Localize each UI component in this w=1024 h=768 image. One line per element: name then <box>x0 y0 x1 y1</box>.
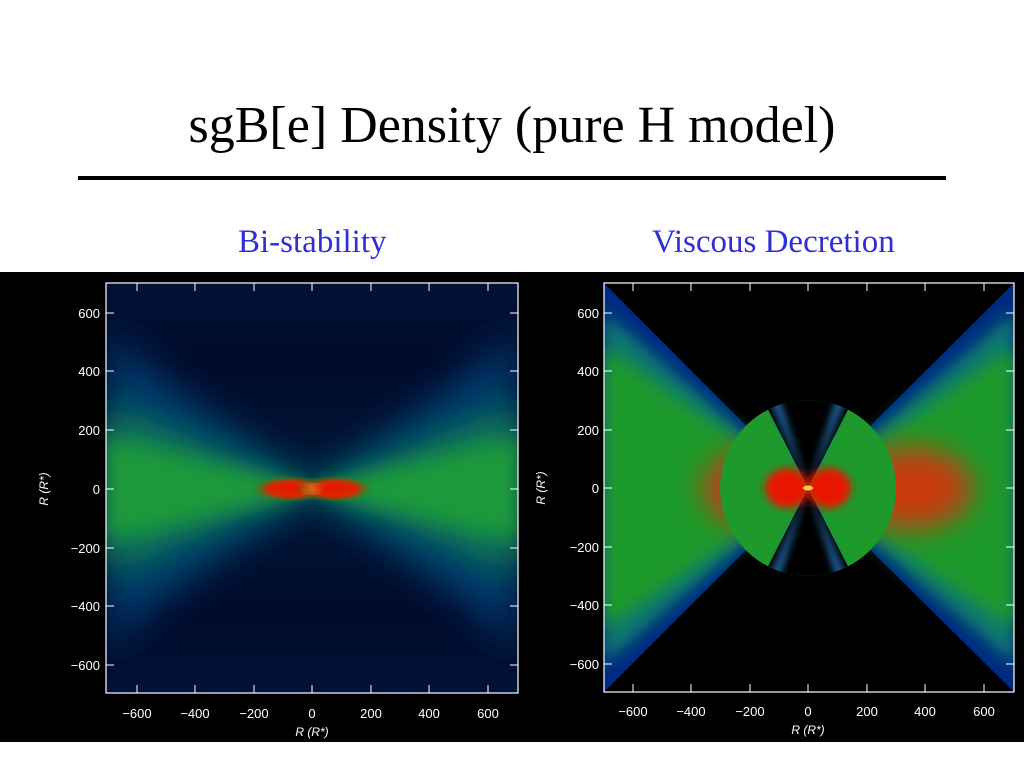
x-tick-label: 600 <box>973 704 995 719</box>
viscous-decretion-density-map <box>604 283 1014 692</box>
slide-title: sgB[e] Density (pure H model) <box>188 97 836 154</box>
x-tick-label: 400 <box>418 706 440 721</box>
panel-label-viscous-decretion: Viscous Decretion <box>652 224 895 260</box>
x-tick-label: −400 <box>676 704 705 719</box>
bistability-plot-panel: 600 400 200 0 −200 −400 −600 −600 −400 −… <box>0 272 529 742</box>
y-tick-label: −200 <box>71 541 100 556</box>
y-tick-label: −600 <box>71 658 100 673</box>
y-tick-label: −400 <box>570 598 599 613</box>
x-tick-label: 400 <box>914 704 936 719</box>
x-tick-label: −200 <box>239 706 268 721</box>
x-tick-label: 200 <box>360 706 382 721</box>
y-tick-label: 0 <box>93 482 100 497</box>
y-tick-label: −200 <box>570 540 599 555</box>
viscous-decretion-plot-panel: 600 400 200 0 −200 −400 −600 −600 −400 −… <box>529 272 1024 742</box>
x-axis-label: R (R*) <box>791 723 824 737</box>
y-tick-label: −600 <box>570 657 599 672</box>
y-tick-label: 400 <box>577 364 599 379</box>
y-axis-label: R (R*) <box>37 472 51 505</box>
y-tick-label: 400 <box>78 364 100 379</box>
x-tick-label: 0 <box>804 704 811 719</box>
bistability-density-map <box>106 283 518 693</box>
y-axis-label: R (R*) <box>534 471 548 504</box>
x-tick-label: −400 <box>180 706 209 721</box>
y-tick-label: 600 <box>577 306 599 321</box>
y-tick-label: 0 <box>592 481 599 496</box>
y-tick-label: −400 <box>71 599 100 614</box>
bistability-density-plot: 600 400 200 0 −200 −400 −600 −600 −400 −… <box>37 282 519 739</box>
panel-label-bistability: Bi-stability <box>238 224 387 260</box>
y-tick-label: 200 <box>78 423 100 438</box>
x-tick-label: 600 <box>477 706 499 721</box>
viscous-decretion-density-plot: 600 400 200 0 −200 −400 −600 −600 −400 −… <box>534 282 1015 737</box>
x-tick-label: −600 <box>122 706 151 721</box>
x-axis-label: R (R*) <box>295 725 328 739</box>
y-tick-label: 200 <box>577 423 599 438</box>
x-tick-label: 0 <box>308 706 315 721</box>
x-tick-label: 200 <box>856 704 878 719</box>
x-tick-label: −200 <box>735 704 764 719</box>
y-tick-label: 600 <box>78 306 100 321</box>
title-underline <box>78 176 946 180</box>
x-tick-label: −600 <box>618 704 647 719</box>
